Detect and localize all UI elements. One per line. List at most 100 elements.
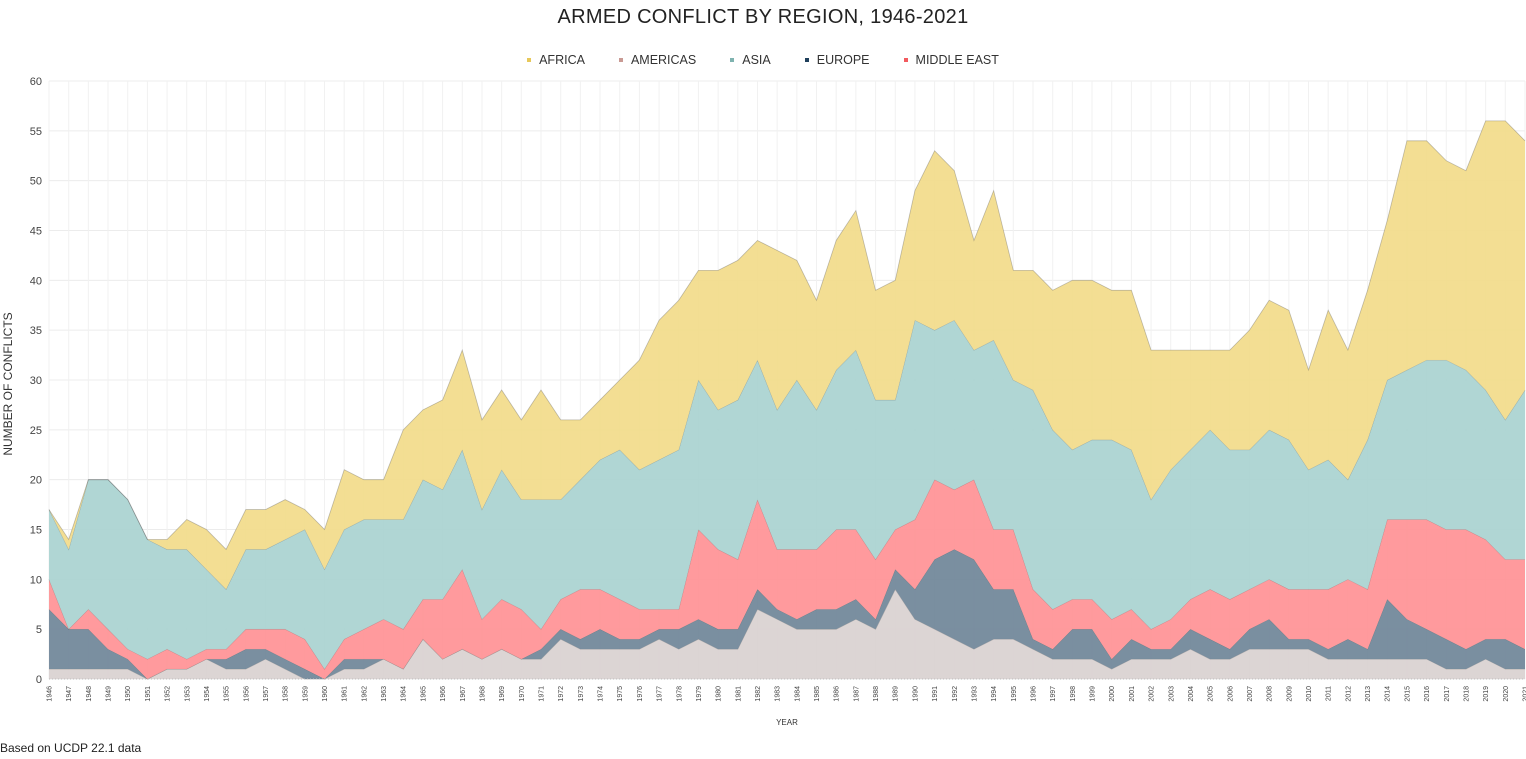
legend-label: EUROPE xyxy=(816,53,870,67)
x-tick-label: 1963 xyxy=(381,686,388,702)
x-tick-label: 1970 xyxy=(519,686,526,702)
x-tick-label: 1975 xyxy=(617,686,624,702)
x-tick-label: 1953 xyxy=(184,686,191,702)
x-tick-label: 1991 xyxy=(932,686,939,702)
x-tick-label: 2003 xyxy=(1168,686,1175,702)
x-tick-label: 1948 xyxy=(86,686,93,702)
x-tick-label: 1960 xyxy=(322,686,329,702)
legend: AFRICA AMERICAS ASIA EUROPE MIDDLE EAST xyxy=(0,53,1526,67)
y-axis: 0 5 10 15 20 25 30 35 40 45 50 55 60 xyxy=(30,76,1525,686)
area-layer xyxy=(48,120,1526,680)
legend-label: AMERICAS xyxy=(630,53,697,67)
chart-title: ARMED CONFLICT BY REGION, 1946-2021 xyxy=(557,6,969,28)
x-tick-label: 1967 xyxy=(460,686,467,702)
x-tick-label: 1998 xyxy=(1070,686,1077,702)
x-tick-label: 2012 xyxy=(1345,686,1352,702)
x-tick-label: 1989 xyxy=(893,686,900,702)
x-tick-label: 1969 xyxy=(499,686,506,702)
x-tick-label: 1972 xyxy=(558,686,565,702)
y-tick-label: 35 xyxy=(30,325,42,337)
x-tick-label: 1946 xyxy=(47,686,54,702)
area-africa[interactable] xyxy=(49,120,1525,590)
x-tick-label: 1955 xyxy=(224,686,231,702)
area-middle-east[interactable] xyxy=(49,479,1525,679)
x-tick-label: 2017 xyxy=(1444,686,1451,702)
x-tick-label: 2015 xyxy=(1404,686,1411,702)
area-americas[interactable] xyxy=(49,589,1525,679)
legend-label: ASIA xyxy=(742,53,771,67)
y-tick-label: 20 xyxy=(30,475,42,487)
x-tick-label: 2016 xyxy=(1424,686,1431,702)
x-tick-label: 1978 xyxy=(676,686,683,702)
y-tick-label: 40 xyxy=(30,275,42,287)
y-tick-label: 15 xyxy=(30,525,42,537)
x-tick-label: 1995 xyxy=(1011,686,1018,702)
x-tick-label: 1964 xyxy=(401,686,408,702)
legend-item-africa[interactable]: AFRICA xyxy=(527,53,585,67)
area-asia[interactable] xyxy=(49,320,1525,670)
x-tick-label: 2004 xyxy=(1188,686,1195,702)
x-tick-label: 1971 xyxy=(539,686,546,702)
x-tick-label: 1950 xyxy=(125,686,132,702)
x-tick-label: 1983 xyxy=(775,686,782,702)
x-tick-label: 1947 xyxy=(66,686,73,702)
legend-item-americas[interactable]: AMERICAS xyxy=(618,53,697,67)
source-note: Based on UCDP 22.1 data xyxy=(0,741,142,755)
x-tick-label: 1987 xyxy=(853,686,860,702)
y-tick-label: 45 xyxy=(30,226,42,238)
x-axis-title: YEAR xyxy=(776,718,798,727)
x-tick-label: 1984 xyxy=(794,686,801,702)
x-tick-label: 2014 xyxy=(1385,686,1392,702)
x-tick-label: 2001 xyxy=(1129,686,1136,702)
x-tick-label: 1996 xyxy=(1031,686,1038,702)
x-tick-label: 2002 xyxy=(1149,686,1156,702)
x-tick-label: 1976 xyxy=(637,686,644,702)
x-tick-label: 2006 xyxy=(1227,686,1234,702)
x-tick-label: 2005 xyxy=(1208,686,1215,702)
x-tick-label: 1993 xyxy=(971,686,978,702)
x-tick-label: 2009 xyxy=(1286,686,1293,702)
x-tick-label: 1992 xyxy=(952,686,959,702)
x-tick-label: 1954 xyxy=(204,686,211,702)
x-tick-label: 2018 xyxy=(1463,686,1470,702)
x-tick-label: 2020 xyxy=(1503,686,1510,702)
x-tick-label: 1949 xyxy=(106,686,113,702)
x-tick-label: 1988 xyxy=(873,686,880,702)
x-tick-label: 2011 xyxy=(1326,686,1333,701)
x-tick-label: 2019 xyxy=(1483,686,1490,702)
legend-item-asia[interactable]: ASIA xyxy=(730,53,771,67)
x-axis: 1946 1947 1948 1949 1950 1951 1952 1953 1954 1955… xyxy=(47,686,1526,702)
legend-item-middle-east[interactable]: MIDDLE EAST xyxy=(903,53,999,67)
x-tick-label: 1986 xyxy=(834,686,841,702)
y-tick-label: 0 xyxy=(36,674,42,686)
x-tick-label: 1951 xyxy=(145,686,152,702)
y-tick-label: 5 xyxy=(36,624,42,636)
legend-label: AFRICA xyxy=(539,53,585,67)
y-tick-label: 50 xyxy=(30,176,42,188)
x-tick-label: 1979 xyxy=(696,686,703,702)
legend-label: MIDDLE EAST xyxy=(915,53,999,67)
x-tick-label: 2000 xyxy=(1109,686,1116,702)
x-tick-label: 1962 xyxy=(361,686,368,702)
x-tick-label: 1973 xyxy=(578,686,585,702)
legend-swatch xyxy=(903,58,908,62)
y-tick-label: 10 xyxy=(30,574,42,586)
x-tick-label: 1980 xyxy=(716,686,723,702)
x-tick-label: 1974 xyxy=(598,686,605,702)
x-tick-label: 1982 xyxy=(755,686,762,702)
y-tick-label: 60 xyxy=(30,76,42,88)
y-axis-title: NUMBER OF CONFLICTS xyxy=(1,312,15,455)
x-tick-label: 1965 xyxy=(420,686,427,702)
legend-swatch xyxy=(527,58,532,62)
x-tick-label: 1990 xyxy=(912,686,919,702)
y-tick-label: 55 xyxy=(30,126,42,138)
x-tick-label: 1956 xyxy=(243,686,250,702)
x-tick-label: 1958 xyxy=(283,686,290,702)
x-tick-label: 2007 xyxy=(1247,686,1254,702)
x-tick-label: 1977 xyxy=(657,686,664,702)
x-tick-label: 1968 xyxy=(479,686,486,702)
legend-item-europe[interactable]: EUROPE xyxy=(804,53,870,67)
x-tick-label: 1994 xyxy=(991,686,998,702)
x-tick-label: 2008 xyxy=(1267,686,1274,702)
